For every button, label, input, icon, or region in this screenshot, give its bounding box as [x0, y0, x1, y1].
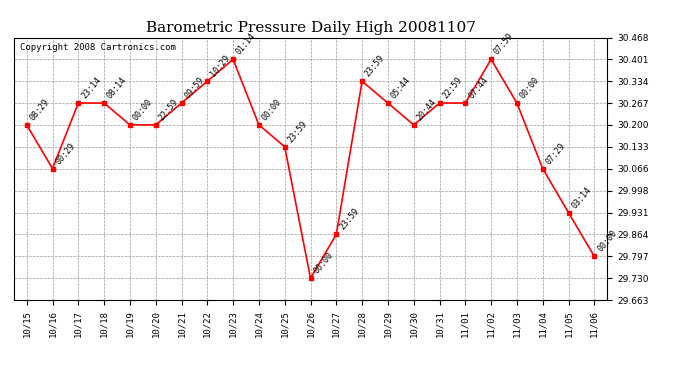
Text: 23:14: 23:14 — [79, 75, 103, 100]
Text: 00:00: 00:00 — [518, 75, 541, 100]
Text: 00:00: 00:00 — [260, 97, 284, 122]
Text: 00:29: 00:29 — [54, 141, 77, 166]
Text: 23:59: 23:59 — [364, 54, 386, 78]
Text: 09:59: 09:59 — [183, 75, 206, 100]
Text: 05:44: 05:44 — [389, 75, 412, 100]
Text: 23:59: 23:59 — [286, 119, 309, 144]
Text: 03:14: 03:14 — [570, 185, 593, 210]
Text: 07:44: 07:44 — [466, 75, 490, 100]
Text: 10:29: 10:29 — [208, 54, 232, 78]
Text: 22:59: 22:59 — [441, 75, 464, 100]
Text: 20:44: 20:44 — [415, 97, 438, 122]
Title: Barometric Pressure Daily High 20081107: Barometric Pressure Daily High 20081107 — [146, 21, 475, 35]
Text: 07:29: 07:29 — [544, 141, 567, 166]
Text: 00:00: 00:00 — [312, 251, 335, 275]
Text: 23:59: 23:59 — [337, 207, 361, 232]
Text: 08:14: 08:14 — [106, 75, 128, 100]
Text: 00:00: 00:00 — [131, 97, 155, 122]
Text: 00:00: 00:00 — [595, 229, 619, 254]
Text: 08:29: 08:29 — [28, 97, 51, 122]
Text: 22:59: 22:59 — [157, 97, 180, 122]
Text: 01:14: 01:14 — [235, 32, 257, 57]
Text: Copyright 2008 Cartronics.com: Copyright 2008 Cartronics.com — [20, 43, 176, 52]
Text: 07:59: 07:59 — [493, 32, 515, 57]
